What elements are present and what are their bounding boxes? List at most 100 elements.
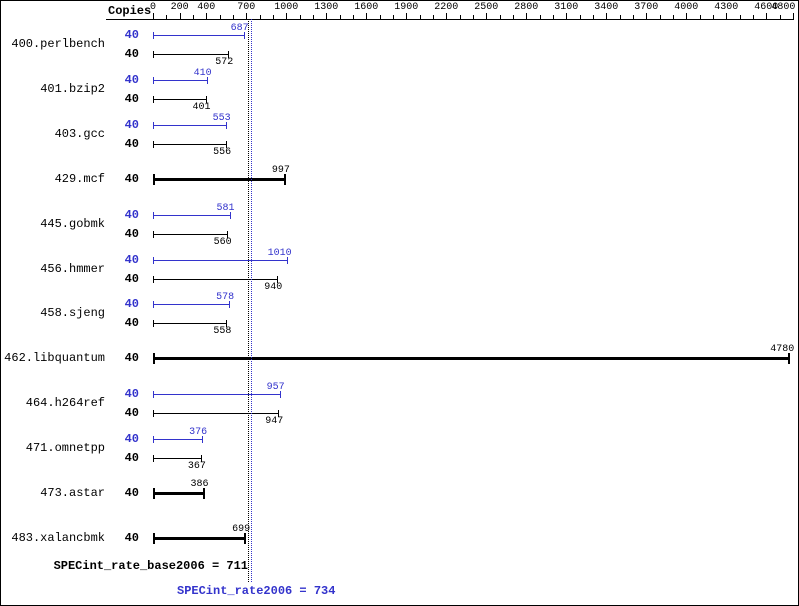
axis-tick [393,15,394,19]
axis-tick-label: 1300 [314,2,339,13]
axis-tick-label: 1000 [274,2,299,13]
bar-base [153,51,230,58]
copies-value: 40 [124,486,139,500]
axis-tick [473,15,474,19]
axis-tick [206,13,208,19]
bar-base-and-peak [153,353,791,365]
axis-tick-label: 4300 [714,2,739,13]
copies-value: 40 [124,28,139,42]
bar-value-label: 572 [215,57,234,68]
axis-tick-label: 4000 [674,2,699,13]
bar-value-label: 699 [232,523,251,535]
bar-value-label: 687 [230,23,249,34]
axis-tick [366,13,368,19]
axis-tick [326,13,328,19]
benchmark-label: 458.sjeng [40,306,105,321]
reference-line-base [247,19,249,582]
axis-tick [286,13,288,19]
axis-tick [526,13,528,19]
bar-peak [153,436,204,444]
bar-value-label: 553 [212,112,231,124]
bar-value-label: 376 [189,427,208,439]
axis-tick-label: 1600 [354,2,379,13]
copies-value: 40 [124,72,139,87]
bar-peak [153,391,281,399]
axis-tick [273,15,274,19]
bar-base-and-peak [153,532,247,544]
axis-tick [153,13,154,19]
base-summary-label: SPECint_rate_base2006 = 711 [53,559,248,573]
axis-tick-label: 200 [170,2,189,13]
axis-tick-label: 3700 [634,2,659,13]
bar-peak [153,76,208,84]
axis-tick [726,13,728,19]
bar-base [153,410,280,418]
axis-tick [646,13,648,19]
copies-value: 40 [124,47,139,61]
bar-peak [153,121,227,129]
axis-tick-label: 3100 [554,2,579,13]
bar-base [153,230,228,238]
axis-tick [406,13,408,19]
axis-tick [539,15,541,19]
bar-base [153,140,228,148]
axis-tick [446,13,448,19]
axis-tick [673,15,674,19]
bar-peak [153,211,231,219]
axis-tick-label: 700 [237,2,256,13]
axis-tick [619,15,621,19]
bar-base-and-peak [153,488,205,499]
axis-tick [166,15,168,19]
axis-tick [339,15,341,19]
bar-base [153,320,228,328]
copies-value: 40 [124,297,139,312]
copies-value: 40 [124,171,139,186]
bar-value-label: 947 [265,416,284,428]
copies-value: 40 [124,252,139,267]
copies-value: 40 [124,451,139,466]
bar-value-label: 386 [190,479,209,490]
copies-value: 40 [124,530,139,545]
axis-tick-label: 0 [149,2,157,13]
axis-tick [739,15,741,19]
benchmark-label: 464.h264ref [25,396,105,411]
copies-value: 40 [124,226,139,241]
copies-value: 40 [124,136,139,151]
bar-value-label: 1010 [267,247,292,259]
axis-tick [713,15,714,19]
bar-value-label: 940 [264,281,283,293]
axis-tick-label: 2200 [434,2,459,13]
copies-column-header: Copies [108,4,152,18]
benchmark-label: 445.gobmk [40,216,105,231]
bar-value-label: 410 [193,67,212,79]
bar-value-label: 367 [187,461,206,473]
axis-tick [553,15,554,19]
bar-value-label: 957 [266,382,285,394]
bar-peak [153,301,231,309]
axis-tick-label: 2500 [474,2,499,13]
benchmark-label: 462.libquantum [4,351,105,366]
axis-tick [633,15,634,19]
axis-tick [779,15,781,19]
axis-tick [299,15,301,19]
copies-value: 40 [124,432,139,447]
axis-tick [699,15,701,19]
bar-base-and-peak [153,173,286,185]
benchmark-label: 403.gcc [54,126,105,141]
copies-value: 40 [124,351,139,366]
bar-value-label: 401 [192,101,211,113]
axis-tick [313,15,314,19]
axis-tick [433,15,434,19]
axis-tick [593,15,594,19]
copies-value: 40 [124,117,139,132]
bar-value-label: 581 [216,202,235,214]
bar-value-label: 578 [216,292,235,304]
copies-value: 40 [124,91,139,106]
axis-tick [753,15,754,19]
bar-value-label: 558 [213,326,232,338]
bar-peak [153,256,288,264]
axis-tick [379,15,381,19]
bar-peak [153,32,245,39]
x-axis-line [106,19,794,20]
